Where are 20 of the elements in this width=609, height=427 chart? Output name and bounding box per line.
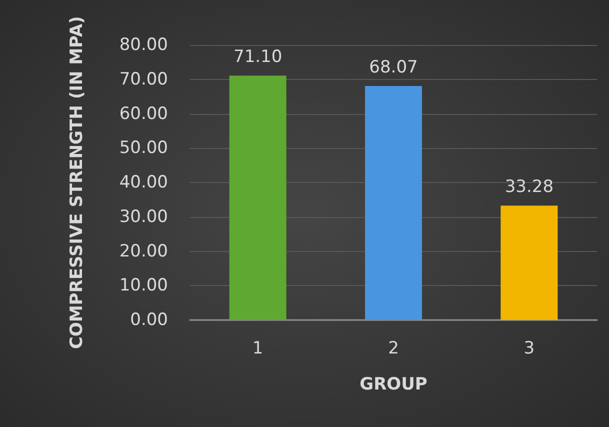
x-tick-label: 3 — [524, 338, 535, 358]
y-tick-label: 70.00 — [119, 69, 168, 90]
y-tick-label: 40.00 — [119, 172, 168, 192]
x-tick-label: 1 — [252, 338, 264, 358]
y-tick-label: 10.00 — [119, 276, 168, 296]
y-tick-label: 0.00 — [130, 310, 168, 330]
bar — [500, 206, 558, 320]
y-tick-label: 20.00 — [119, 241, 168, 262]
x-tick-label: 2 — [388, 338, 399, 358]
bar — [365, 86, 422, 320]
bar — [229, 76, 286, 320]
data-label: 33.28 — [504, 177, 554, 198]
y-tick-label: 50.00 — [119, 138, 168, 158]
data-label: 71.10 — [233, 47, 282, 68]
y-axis-title: COMPRESSIVE STRENGTH (IN MPA) — [67, 16, 87, 349]
y-tick-label: 60.00 — [119, 104, 168, 124]
y-tick-label: 80.00 — [119, 35, 168, 55]
x-axis-title: GROUP — [360, 374, 428, 394]
data-label: 68.07 — [369, 58, 418, 78]
y-tick-label: 30.00 — [119, 206, 168, 227]
